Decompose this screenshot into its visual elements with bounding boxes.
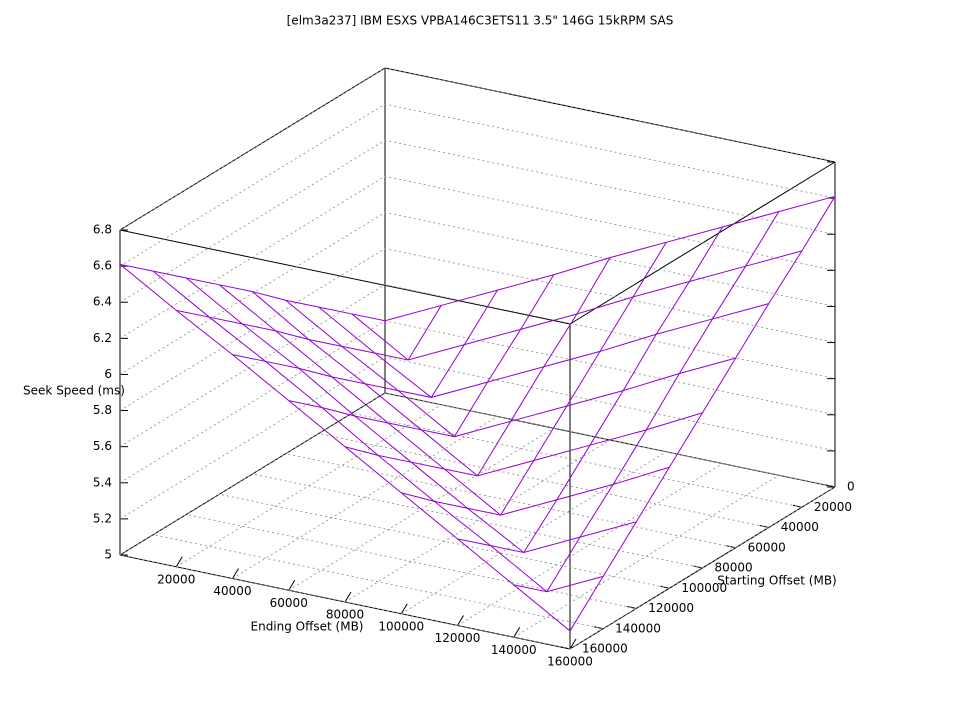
grid-line bbox=[344, 439, 611, 603]
surface-column bbox=[344, 257, 611, 477]
grid-line bbox=[119, 554, 571, 650]
surface-row bbox=[119, 263, 571, 632]
grid-line bbox=[119, 320, 836, 484]
surface-row bbox=[219, 284, 670, 516]
grid-line bbox=[351, 412, 802, 508]
grid-line bbox=[285, 453, 736, 549]
grid-line bbox=[457, 463, 723, 626]
z-axis-label: Seek Speed (ms) bbox=[23, 384, 125, 398]
z-tick-label: 5.2 bbox=[93, 511, 112, 525]
grid-line bbox=[318, 433, 769, 528]
z-tick-label: 6.8 bbox=[93, 223, 112, 237]
surface-row bbox=[285, 299, 736, 438]
x-axis-label: Ending Offset (MB) bbox=[251, 620, 364, 634]
z-tick-label: 6.2 bbox=[93, 331, 112, 345]
surface-column bbox=[569, 196, 836, 632]
z-tick-label: 5.4 bbox=[93, 475, 112, 489]
y-tick-label: 20000 bbox=[814, 500, 852, 514]
y-tick-label: 40000 bbox=[781, 520, 819, 534]
grid-line bbox=[401, 451, 667, 615]
x-tick bbox=[569, 638, 577, 650]
grid-line bbox=[186, 514, 637, 609]
x-tick-label: 140000 bbox=[491, 643, 537, 657]
grid-line bbox=[232, 416, 498, 579]
x-tick bbox=[232, 568, 239, 579]
x-tick bbox=[457, 615, 464, 626]
x-tick-label: 40000 bbox=[213, 584, 251, 598]
y-tick-label: 160000 bbox=[582, 642, 628, 656]
x-tick-label: 20000 bbox=[157, 572, 195, 586]
z-tick-label: 6 bbox=[104, 367, 112, 381]
y-tick-label: 140000 bbox=[615, 621, 661, 635]
grid-line bbox=[119, 284, 836, 448]
surface-row bbox=[318, 303, 769, 398]
z-tick-label: 5.6 bbox=[93, 439, 112, 453]
grid-line bbox=[252, 473, 703, 569]
grid-line bbox=[119, 356, 836, 520]
x-tick bbox=[344, 591, 352, 603]
x-tick bbox=[513, 626, 521, 638]
grid-line bbox=[119, 139, 836, 303]
y-tick-label: 0 bbox=[847, 480, 855, 494]
z-tick-label: 6.4 bbox=[93, 295, 112, 309]
grid-line bbox=[219, 493, 670, 589]
surface-column bbox=[457, 226, 723, 554]
grid-line bbox=[119, 103, 836, 267]
surface-column bbox=[513, 211, 780, 593]
y-tick-label: 120000 bbox=[648, 601, 694, 615]
grid-line bbox=[119, 175, 836, 339]
x-tick-label: 60000 bbox=[270, 596, 308, 610]
grid-line bbox=[513, 474, 779, 638]
grid-line bbox=[384, 392, 836, 488]
y-tick-label: 60000 bbox=[748, 540, 786, 554]
surface-column bbox=[288, 274, 555, 438]
frame-edge bbox=[119, 229, 571, 325]
y-tick-label: 100000 bbox=[681, 581, 727, 595]
grid-line bbox=[119, 67, 836, 231]
grid-line bbox=[119, 248, 836, 411]
x-tick-label: 100000 bbox=[378, 619, 424, 633]
x-tick-label: 160000 bbox=[547, 655, 593, 669]
z-tick-label: 6.6 bbox=[93, 259, 112, 273]
grid-line bbox=[119, 392, 836, 556]
grid-line bbox=[119, 212, 836, 375]
grid-line bbox=[153, 534, 604, 630]
x-tick-label: 120000 bbox=[435, 631, 481, 645]
z-tick-label: 5.8 bbox=[93, 403, 112, 417]
grid-line bbox=[176, 404, 442, 568]
x-tick-label: 80000 bbox=[326, 608, 364, 622]
surface-column bbox=[176, 305, 442, 361]
surface-column bbox=[119, 263, 386, 322]
x-tick bbox=[175, 556, 183, 568]
x-tick bbox=[288, 579, 296, 591]
y-tick-label: 80000 bbox=[715, 561, 753, 575]
y-axis-label: Starting Offset (MB) bbox=[717, 574, 837, 588]
surface-column bbox=[232, 289, 498, 398]
z-tick-label: 5 bbox=[104, 548, 112, 562]
surface-column bbox=[401, 242, 667, 516]
x-tick bbox=[400, 603, 408, 615]
chart-title: [elm3a237] IBM ESXS VPBA146C3ETS11 3.5" … bbox=[287, 14, 674, 28]
